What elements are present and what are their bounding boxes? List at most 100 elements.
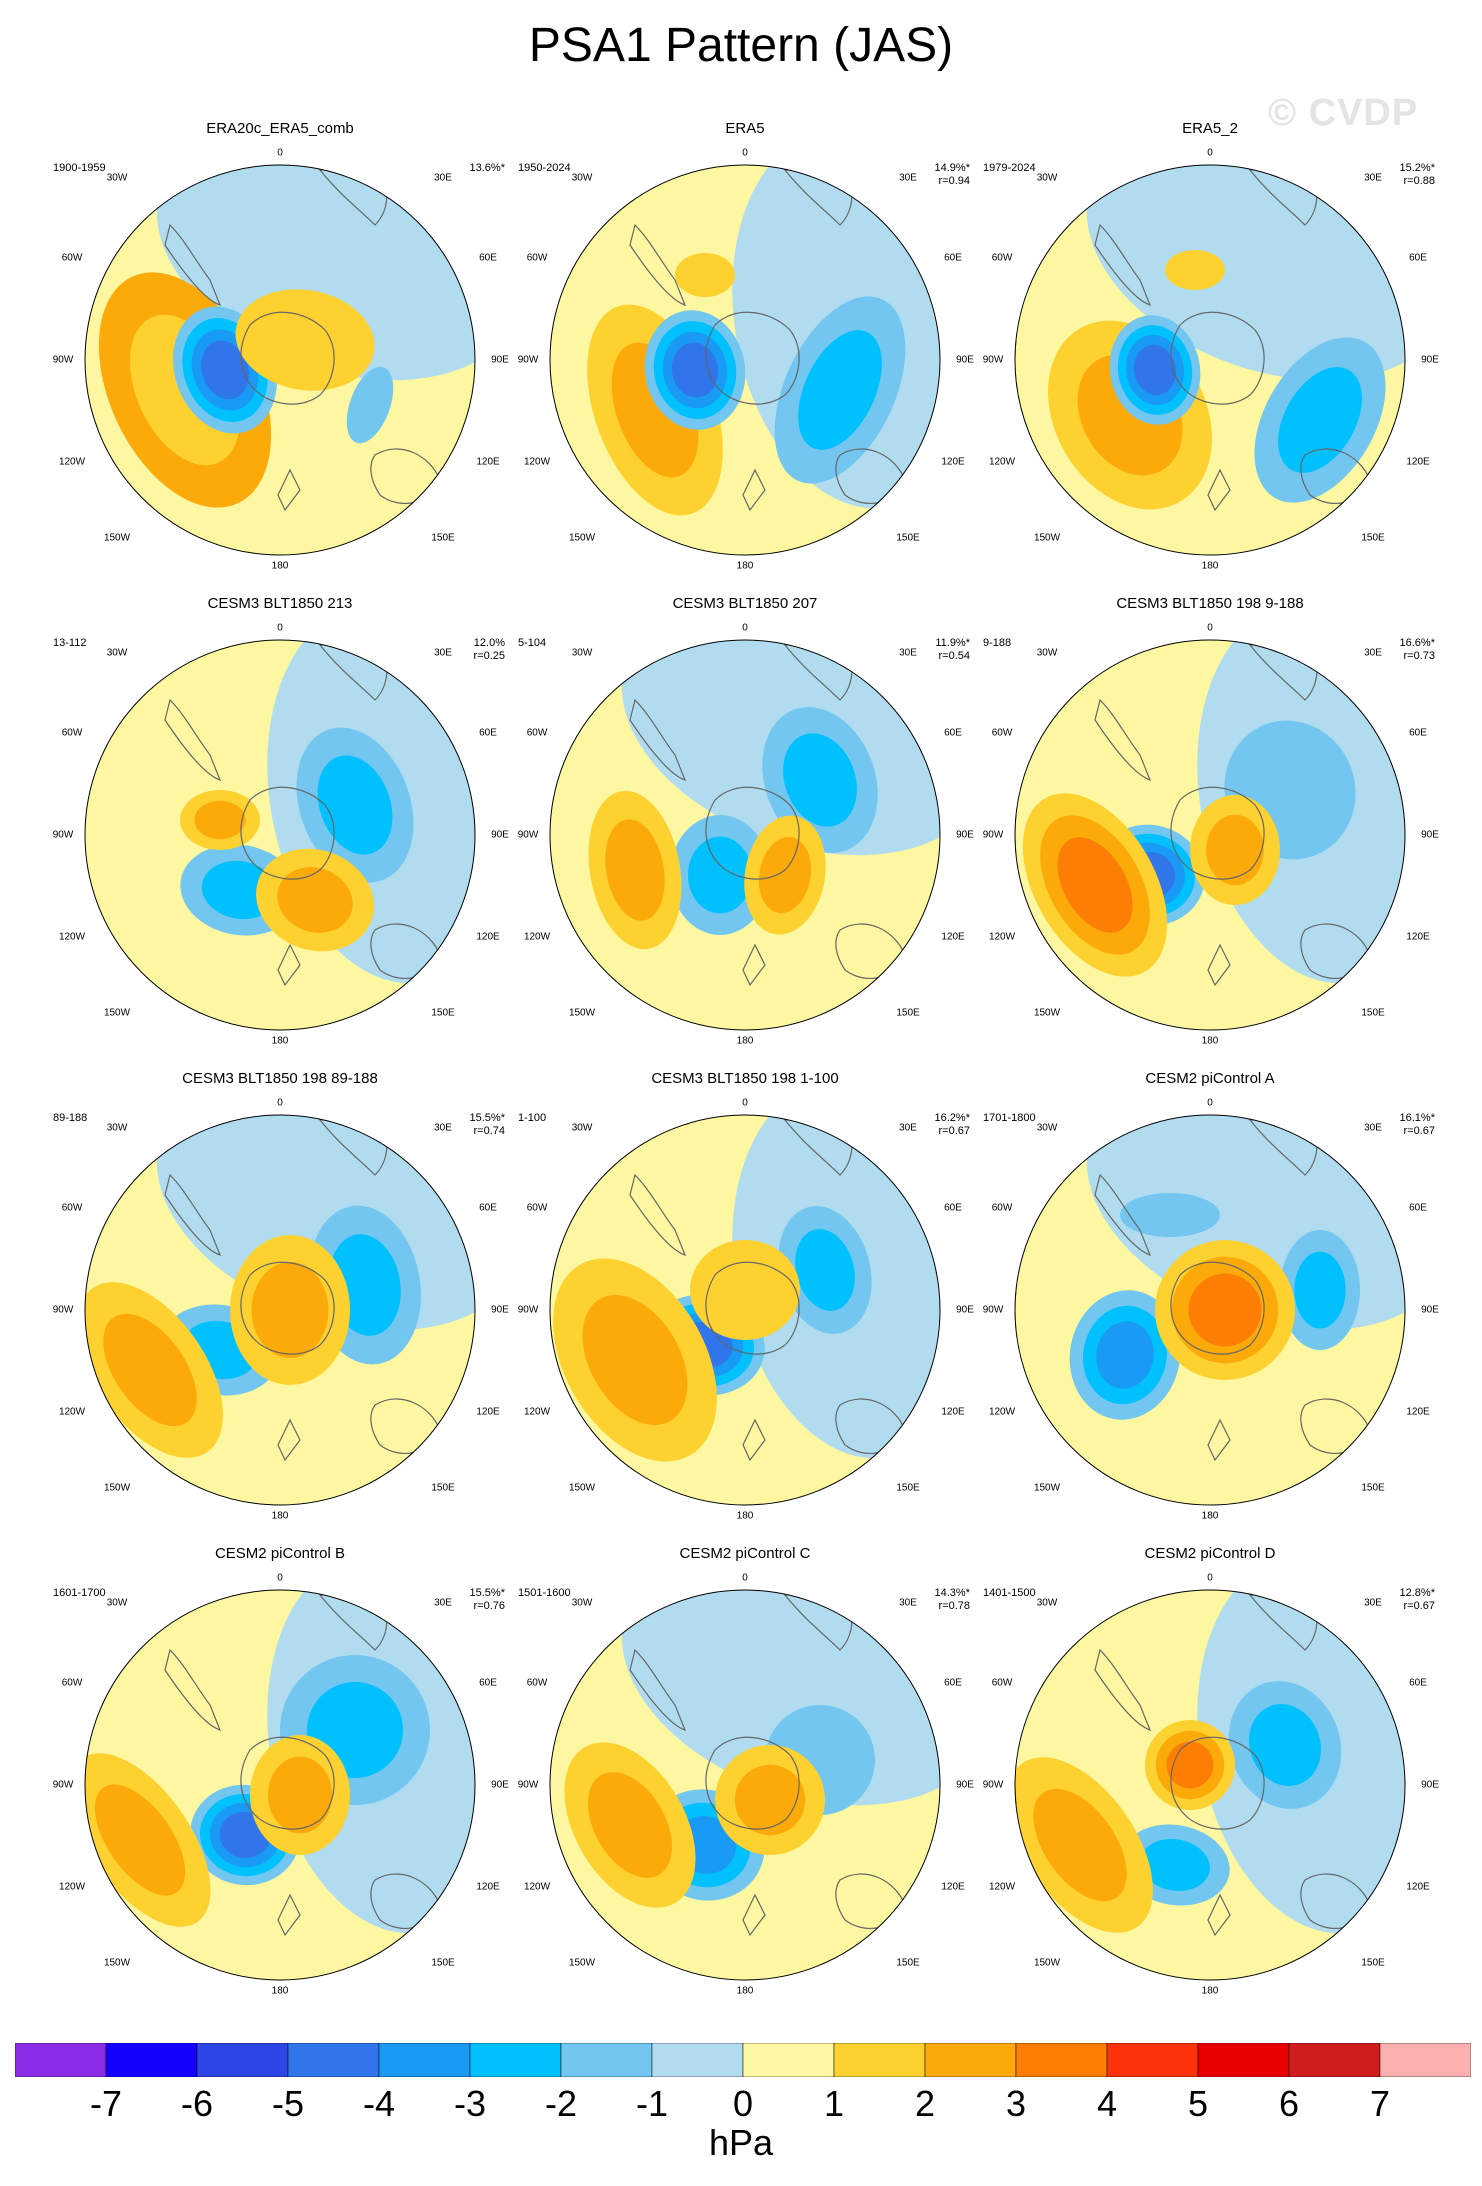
polar-map: [1014, 164, 1406, 556]
panel-explained-variance: 15.5%*: [469, 1112, 505, 1124]
longitude-label: 60E: [1409, 1677, 1427, 1689]
positive-anomaly-contour: [675, 253, 735, 297]
panel-pattern-correlation: r=0.88: [1403, 175, 1436, 187]
longitude-label: 0: [742, 1572, 748, 1584]
positive-anomaly-contour: [94, 1784, 186, 1896]
longitude-label: 30E: [434, 1597, 452, 1609]
map-panel: CESM2 piControl B 1601-1700 15.5%* r=0.76 0 3…: [45, 1545, 515, 2015]
longitude-label: 60W: [991, 1202, 1013, 1214]
polar-map: [549, 1114, 941, 1506]
colorbar-tick: -7: [89, 2083, 123, 2124]
colorbar-tick: -4: [362, 2083, 396, 2124]
longitude-label: 120W: [988, 456, 1016, 468]
longitude-label: 30E: [1364, 1122, 1382, 1134]
negative-anomaly-contour: [688, 836, 752, 914]
colorbar-tick: 3: [1005, 2083, 1027, 2124]
colorbar-segment: [1197, 2043, 1290, 2077]
colorbar-tick: -5: [271, 2083, 305, 2124]
longitude-label: 120W: [523, 931, 551, 943]
map-boundary-circle: [1014, 1589, 1406, 1981]
map-panel: CESM3 BLT1850 198 1-100 1-100 16.2%* r=0.67…: [510, 1070, 980, 1540]
longitude-label: 0: [277, 147, 283, 159]
negative-anomaly-contour: [1278, 367, 1362, 473]
map-boundary-circle: [549, 639, 941, 1031]
longitude-label: 150W: [1033, 1957, 1061, 1969]
longitude-label: 150W: [103, 532, 131, 544]
longitude-label: 0: [277, 622, 283, 634]
longitude-label: 120E: [1406, 1406, 1430, 1418]
panel-period: 1701-1800: [983, 1112, 1036, 1124]
new-zealand-outline: [1207, 1418, 1231, 1462]
panel-period: 1501-1600: [518, 1587, 571, 1599]
polar-map: [1014, 1589, 1406, 1981]
longitude-label: 150E: [431, 1957, 455, 1969]
longitude-label: 180: [1201, 560, 1219, 572]
panel-title: CESM3 BLT1850 198 1-100: [651, 1070, 839, 1087]
longitude-label: 150E: [1361, 532, 1385, 544]
longitude-label: 60E: [944, 1202, 962, 1214]
longitude-label: 150E: [1361, 1957, 1385, 1969]
antarctica-outline: [240, 786, 335, 880]
longitude-label: 60E: [944, 1677, 962, 1689]
map-panel: CESM3 BLT1850 198 89-188 89-188 15.5%* r=0.…: [45, 1070, 515, 1540]
longitude-label: 150E: [896, 1482, 920, 1494]
longitude-label: 90W: [52, 354, 74, 366]
panel-explained-variance: 16.1%*: [1399, 1112, 1435, 1124]
longitude-label: 0: [277, 1097, 283, 1109]
new-zealand-outline: [277, 943, 301, 987]
longitude-label: 30W: [1036, 172, 1058, 184]
longitude-label: 150W: [103, 1957, 131, 1969]
longitude-label: 30E: [1364, 172, 1382, 184]
antarctica-outline: [705, 311, 800, 405]
south-america-outline: [629, 223, 687, 306]
panel-period: 89-188: [53, 1112, 88, 1124]
panel-period: 9-188: [983, 637, 1012, 649]
new-zealand-outline: [1207, 943, 1231, 987]
longitude-label: 30E: [434, 647, 452, 659]
longitude-label: 120E: [941, 1406, 965, 1418]
longitude-label: 180: [1201, 1985, 1219, 1997]
positive-anomaly-contour: [734, 1764, 806, 1836]
polar-map: [549, 164, 941, 556]
longitude-label: 60W: [526, 252, 548, 264]
panel-period: 1-100: [518, 1112, 547, 1124]
longitude-label: 30E: [899, 647, 917, 659]
longitude-label: 90E: [956, 829, 974, 841]
longitude-label: 30W: [106, 1122, 128, 1134]
negative-anomaly-contour: [346, 366, 394, 444]
positive-anomaly-contour: [194, 800, 246, 840]
longitude-label: 150E: [431, 1482, 455, 1494]
panel-explained-variance: 14.9%*: [934, 162, 970, 174]
colorbar-segment: [1379, 2043, 1471, 2077]
antarctica-outline: [1170, 1261, 1265, 1355]
new-zealand-outline: [277, 1418, 301, 1462]
colorbar-segment: [651, 2043, 744, 2077]
longitude-label: 150W: [568, 1482, 596, 1494]
longitude-label: 120W: [988, 1406, 1016, 1418]
new-zealand-outline: [742, 943, 766, 987]
positive-anomaly-contour: [235, 289, 375, 391]
longitude-label: 90W: [982, 1779, 1004, 1791]
panel-pattern-correlation: r=0.73: [1403, 650, 1436, 662]
longitude-label: 60W: [61, 252, 83, 264]
positive-anomaly-contour: [268, 1756, 332, 1834]
panel-period: 1979-2024: [983, 162, 1036, 174]
longitude-label: 30E: [899, 1122, 917, 1134]
longitude-label: 0: [742, 622, 748, 634]
longitude-label: 30E: [899, 1597, 917, 1609]
colorbar-tick: 5: [1187, 2083, 1209, 2124]
negative-anomaly-contour: [795, 1229, 855, 1311]
longitude-label: 180: [1201, 1510, 1219, 1522]
panel-period: 1900-1959: [53, 162, 106, 174]
map-boundary-circle: [84, 1589, 476, 1981]
map-boundary-circle: [84, 164, 476, 556]
panel-pattern-correlation: r=0.54: [938, 650, 971, 662]
longitude-label: 60E: [1409, 727, 1427, 739]
longitude-label: 90E: [956, 354, 974, 366]
panel-pattern-correlation: r=0.67: [1403, 1125, 1436, 1137]
polar-map: [1014, 639, 1406, 1031]
longitude-label: 90W: [517, 829, 539, 841]
longitude-label: 150W: [1033, 1007, 1061, 1019]
map-panel: CESM2 piControl A 1701-1800 16.1%* r=0.67 0 3…: [975, 1070, 1445, 1540]
longitude-label: 30W: [571, 172, 593, 184]
